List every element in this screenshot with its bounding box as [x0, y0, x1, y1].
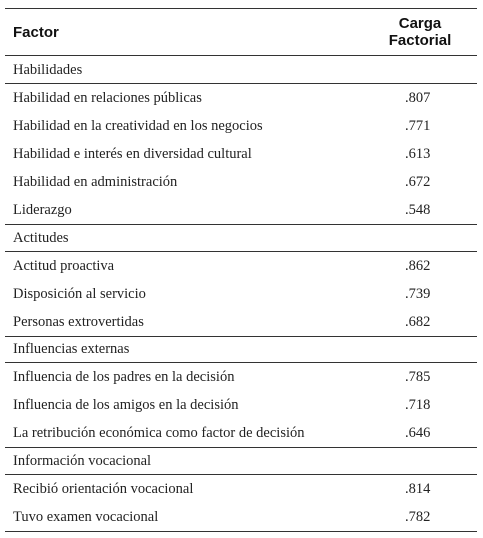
group-rule	[5, 83, 477, 84]
loading-value: .782	[405, 508, 431, 525]
factor-label: Habilidad en la creatividad en los negoc…	[13, 118, 263, 134]
section-rule	[5, 335, 477, 337]
group-label: Influencias externas	[13, 341, 130, 357]
loading-value: .739	[405, 285, 431, 302]
loading-value: .646	[405, 425, 431, 441]
header-factor: Factor	[13, 24, 59, 41]
group-rule	[5, 250, 477, 252]
loading-value: .718	[405, 397, 431, 413]
factor-label: Habilidad en relaciones públicas	[13, 90, 202, 106]
loading-value: .771	[405, 118, 431, 134]
loading-value: .672	[405, 174, 431, 190]
loading-value: .814	[405, 480, 431, 497]
group-label: Información vocacional	[13, 452, 152, 469]
loading-value: .807	[405, 90, 431, 106]
factor-label: Personas extrovertidas	[13, 313, 144, 330]
factor-label: Disposición al servicio	[13, 285, 146, 302]
group-rule	[5, 362, 477, 363]
section-rule	[5, 530, 477, 532]
top-rule	[5, 8, 477, 9]
header-rule	[5, 55, 477, 56]
factor-label: Influencia de los padres en la decisión	[13, 369, 235, 385]
group-label: Habilidades	[13, 62, 83, 78]
loading-value: .613	[405, 146, 431, 162]
loading-value: .682	[405, 313, 431, 330]
factor-label: Influencia de los amigos en la decisión	[13, 397, 239, 413]
loading-value: .785	[405, 369, 431, 385]
factor-label: Liderazgo	[13, 202, 72, 218]
factor-label: Actitud proactiva	[13, 257, 115, 274]
section-rule	[5, 447, 477, 448]
factor-label: Recibió orientación vocacional	[13, 480, 194, 497]
loading-value: .862	[405, 257, 431, 274]
group-rule	[5, 473, 477, 475]
loading-value: .548	[405, 202, 431, 218]
factor-label: La retribución económica como factor de …	[13, 425, 305, 441]
header-loading: Carga Factorial	[388, 15, 452, 49]
factor-label: Habilidad en administración	[13, 174, 178, 190]
group-label: Actitudes	[13, 229, 69, 246]
factor-label: Tuvo examen vocacional	[13, 508, 159, 525]
factor-label: Habilidad e interés en diversidad cultur…	[13, 146, 252, 162]
section-rule	[5, 224, 477, 225]
